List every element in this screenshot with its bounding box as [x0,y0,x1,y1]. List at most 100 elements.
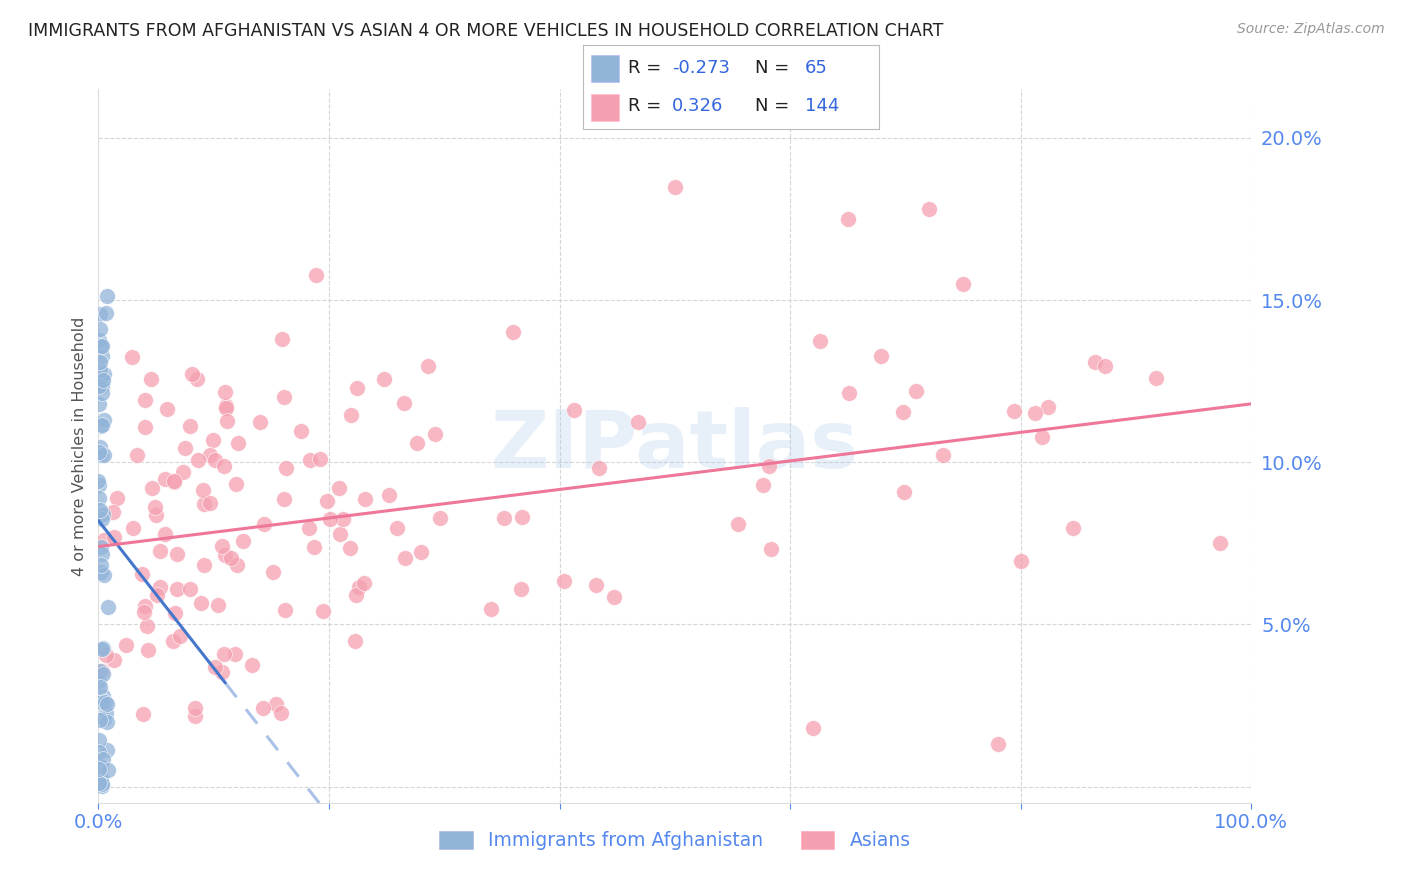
Point [87,776,110,790]
Point [89,759,111,773]
Point [588,460,610,475]
Point [91,752,114,766]
Point [987,738,1010,752]
Point [226,436,249,450]
Point [252,701,274,715]
Point [193,497,215,511]
Point [87,674,110,689]
Point [215,401,238,415]
Point [187,453,209,467]
Point [134,599,156,613]
Point [89,745,111,759]
Text: N =: N = [755,60,794,78]
Point [89,354,111,368]
Point [90,760,112,774]
Point [1036,400,1059,414]
Point [1084,355,1107,369]
Point [165,606,187,620]
Point [264,697,287,711]
Point [145,508,167,522]
Point [1031,430,1053,444]
Point [870,349,893,363]
Point [136,619,159,633]
Point [298,521,321,535]
Point [91,417,114,432]
Point [214,548,236,562]
Point [212,647,235,661]
Point [94,306,117,320]
Point [91,386,114,401]
Point [94,648,117,662]
Point [184,709,207,723]
Point [91,373,114,387]
Point [89,762,111,776]
Point [89,308,111,322]
Point [97,763,120,777]
Point [893,484,915,499]
Point [198,496,221,510]
Point [354,491,377,506]
Point [373,371,395,385]
Point [96,289,118,303]
Point [186,371,208,385]
Point [193,483,215,498]
Point [149,581,172,595]
Point [190,596,212,610]
Point [90,379,112,393]
Text: IMMIGRANTS FROM AFGHANISTAN VS ASIAN 4 OR MORE VEHICLES IN HOUSEHOLD CORRELATION: IMMIGRANTS FROM AFGHANISTAN VS ASIAN 4 O… [28,22,943,40]
Point [105,491,128,505]
Point [134,606,156,620]
Point [89,322,111,336]
Text: -0.273: -0.273 [672,60,730,78]
Point [240,658,263,673]
Point [179,582,201,597]
Point [163,475,186,489]
Point [91,667,114,681]
Point [127,448,149,462]
Point [87,379,110,393]
Point [952,277,974,291]
Point [214,385,236,400]
Point [90,419,112,434]
Point [89,680,111,694]
Point [394,551,416,566]
Point [91,779,114,793]
Point [90,339,112,353]
Point [1094,359,1116,374]
Y-axis label: 4 or more Vehicles in Household: 4 or more Vehicles in Household [72,317,87,575]
Point [273,391,295,405]
Point [90,449,112,463]
Point [90,547,112,561]
Point [1010,554,1032,568]
Point [193,558,215,572]
Point [93,367,115,381]
Point [91,640,114,655]
Point [93,413,115,427]
Point [89,397,111,411]
Text: ZIPatlas: ZIPatlas [491,407,859,485]
FancyBboxPatch shape [591,54,619,82]
Point [114,638,136,652]
Point [249,415,271,429]
Point [204,452,226,467]
Point [97,600,120,615]
Point [91,689,114,703]
Point [153,472,176,486]
Point [89,445,111,459]
Point [215,399,238,413]
Point [425,427,447,442]
Point [274,461,297,475]
Point [134,419,156,434]
Point [149,543,172,558]
Point [224,648,246,662]
Point [211,539,233,553]
Point [184,701,207,715]
Point [405,435,427,450]
Point [838,386,860,401]
Point [808,334,831,348]
Legend: Immigrants from Afghanistan, Asians: Immigrants from Afghanistan, Asians [432,823,918,857]
Point [103,653,125,667]
Point [932,448,955,462]
Point [90,695,112,709]
Point [837,211,859,226]
